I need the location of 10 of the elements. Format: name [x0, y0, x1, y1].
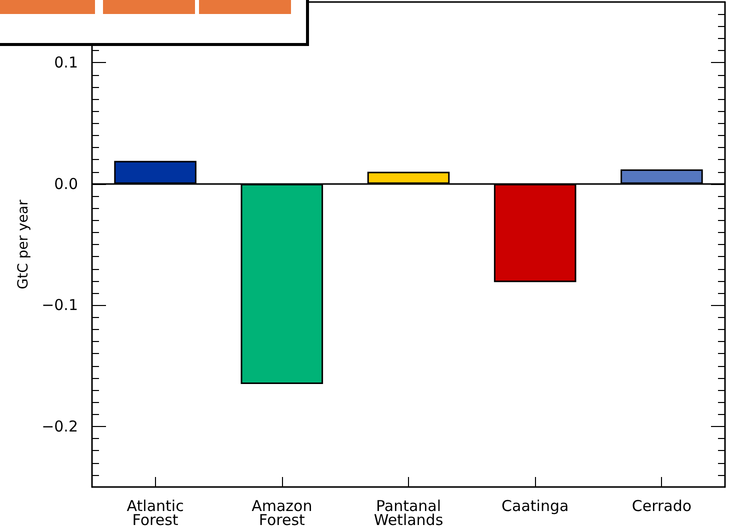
- x-tick-label: Amazon Forest: [252, 497, 312, 529]
- y-tick-label: −0.1: [42, 296, 78, 314]
- y-tick-label: −0.2: [42, 417, 78, 436]
- y-tick-label: 0.1: [54, 54, 78, 72]
- y-tick-label: 0.0: [54, 174, 78, 193]
- x-tick-label: Atlantic Forest: [126, 497, 184, 529]
- x-tick-label: Pantanal Wetlands: [374, 497, 444, 529]
- y-axis-title: GtC per year: [16, 200, 32, 290]
- x-tick-label: Caatinga: [502, 497, 569, 515]
- x-tick-label: Cerrado: [632, 497, 692, 515]
